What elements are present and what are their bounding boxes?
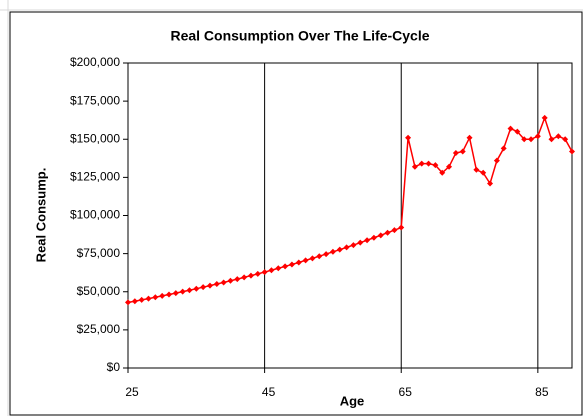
point-marker <box>548 136 555 143</box>
point-marker <box>357 239 364 246</box>
point-marker <box>165 291 172 298</box>
point-marker <box>254 270 261 277</box>
point-marker <box>200 284 207 291</box>
point-marker <box>555 133 562 140</box>
point-marker <box>528 136 535 143</box>
point-marker <box>384 229 391 236</box>
point-marker <box>459 148 466 155</box>
point-marker <box>411 163 418 170</box>
point-marker <box>234 276 241 283</box>
point-marker <box>125 299 131 306</box>
point-marker <box>398 224 405 231</box>
point-marker <box>275 265 282 272</box>
point-marker <box>309 255 316 262</box>
point-marker <box>364 237 371 244</box>
y-tick-label: $175,000 <box>70 93 120 107</box>
point-marker <box>172 290 179 297</box>
point-marker <box>541 114 548 121</box>
point-marker <box>500 145 507 152</box>
point-marker <box>227 277 234 284</box>
plot-area <box>127 62 573 369</box>
point-marker <box>370 234 377 241</box>
point-marker <box>418 160 425 167</box>
y-tick-label: $50,000 <box>77 284 121 298</box>
point-marker <box>446 163 453 170</box>
x-tick-label: 25 <box>125 385 139 399</box>
y-axis-label: Real Consump. <box>33 168 48 263</box>
point-marker <box>241 274 248 281</box>
point-marker <box>206 282 213 289</box>
point-marker <box>145 295 152 302</box>
point-marker <box>405 134 412 141</box>
point-marker <box>343 244 350 251</box>
point-marker <box>480 169 487 176</box>
point-marker <box>282 263 289 270</box>
point-marker <box>473 166 480 173</box>
point-marker <box>466 134 473 141</box>
point-marker <box>514 128 521 135</box>
y-tick-label: $75,000 <box>77 246 121 260</box>
point-marker <box>295 259 302 266</box>
point-marker <box>152 294 159 301</box>
point-marker <box>487 180 494 187</box>
point-marker <box>213 280 220 287</box>
point-marker <box>193 285 200 292</box>
point-marker <box>268 267 275 274</box>
x-tick-label: 45 <box>262 385 276 399</box>
point-marker <box>534 133 541 140</box>
y-tick-label: $150,000 <box>70 131 120 145</box>
point-marker <box>329 248 336 255</box>
y-tick-label: $125,000 <box>70 170 120 184</box>
point-marker <box>261 269 268 276</box>
point-marker <box>288 261 295 268</box>
point-marker <box>493 157 500 164</box>
point-marker <box>131 298 138 305</box>
point-marker <box>350 242 357 249</box>
point-marker <box>302 257 309 264</box>
point-marker <box>220 279 227 286</box>
point-marker <box>159 292 166 299</box>
point-marker <box>336 246 343 253</box>
point-marker <box>452 149 459 156</box>
point-marker <box>247 272 254 279</box>
point-marker <box>569 148 575 155</box>
x-tick-label: 85 <box>535 385 549 399</box>
point-marker <box>391 227 398 234</box>
chart-title: Real Consumption Over The Life-Cycle <box>170 28 429 44</box>
point-marker <box>179 288 186 295</box>
point-marker <box>425 160 432 167</box>
y-tick-label: $200,000 <box>70 55 120 69</box>
point-marker <box>521 136 528 143</box>
point-marker <box>562 136 569 143</box>
y-tick-label: $0 <box>107 360 121 374</box>
y-tick-label: $25,000 <box>77 322 121 336</box>
x-axis-label: Age <box>340 393 365 408</box>
point-marker <box>507 125 514 132</box>
point-marker <box>432 162 439 169</box>
y-tick-label: $100,000 <box>70 208 120 222</box>
point-marker <box>377 232 384 239</box>
point-marker <box>186 287 193 294</box>
x-tick-label: 65 <box>399 385 413 399</box>
point-marker <box>316 253 323 260</box>
point-marker <box>439 169 446 176</box>
point-marker <box>323 251 330 258</box>
point-marker <box>138 296 145 303</box>
